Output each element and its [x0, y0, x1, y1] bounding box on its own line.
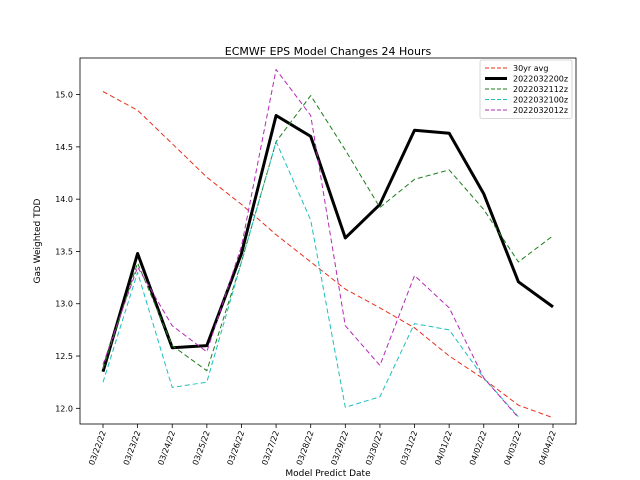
y-tick-label: 14.0	[55, 195, 73, 204]
x-axis: 03/22/22 03/23/22 03/24/22 03/25/22 03/26/22…	[87, 424, 558, 466]
series-line-2022032100z	[102, 141, 519, 418]
y-tick-label: 13.0	[55, 300, 73, 309]
x-tick-label: 03/22/22	[87, 430, 108, 467]
x-tick-label: 03/28/22	[295, 430, 316, 467]
x-tick-label: 04/04/22	[537, 430, 558, 467]
y-tick-label: 15.0	[55, 91, 73, 100]
x-tick-label: 03/23/22	[122, 430, 143, 467]
y-tick-label: 12.5	[55, 352, 73, 361]
legend-label: 2022032100z	[513, 96, 568, 105]
x-tick-label: 03/27/22	[260, 430, 281, 467]
series-line-30yr avg	[102, 91, 554, 419]
x-tick-label: 03/30/22	[364, 430, 385, 467]
x-axis-label: Model Predict Date	[285, 469, 371, 479]
series-layer	[101, 69, 554, 419]
y-axis: 12.0 12.5 13.0 13.5 14.0 14.5 15.0	[55, 91, 80, 413]
y-tick-label: 12.0	[55, 404, 73, 413]
x-tick-label: 03/31/22	[399, 430, 420, 467]
x-tick-label: 04/02/22	[468, 430, 489, 467]
x-tick-label: 03/25/22	[191, 430, 212, 467]
legend-label: 2022032200z	[513, 75, 568, 84]
series-line-2022032200z	[101, 114, 554, 373]
series-line-2022032012z	[102, 69, 519, 419]
legend-label: 30yr avg	[513, 64, 548, 73]
legend-box	[479, 59, 573, 119]
x-tick-label: 04/03/22	[503, 430, 524, 467]
y-tick-label: 14.5	[55, 143, 73, 152]
legend-label: 2022032112z	[513, 85, 568, 94]
x-tick-label: 04/01/22	[433, 430, 454, 467]
x-tick-label: 03/29/22	[329, 430, 350, 467]
chart-title: ECMWF EPS Model Changes 24 Hours	[225, 45, 432, 58]
y-tick-label: 13.5	[55, 247, 73, 256]
series-line-2022032112z	[102, 95, 554, 372]
legend-label: 2022032012z	[513, 106, 568, 115]
plot-frame	[79, 57, 577, 425]
x-tick-label: 03/26/22	[226, 430, 247, 467]
y-axis-label: Gas Weighted TDD	[33, 199, 43, 284]
x-tick-label: 03/24/22	[156, 430, 177, 467]
